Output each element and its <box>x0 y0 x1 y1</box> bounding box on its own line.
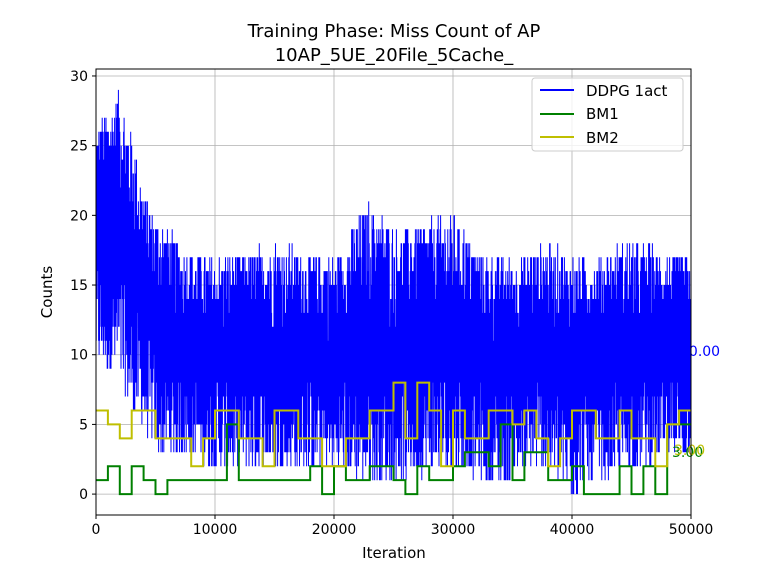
x-tick-label: 30000 <box>431 522 476 538</box>
plot-frame <box>95 68 692 516</box>
series-line-ddpg <box>95 89 692 495</box>
y-tick-label: 10 <box>70 348 88 364</box>
axis-ticks: 0 10000 20000 30000 40000 50000 0 5 10 15 20 25 30 <box>70 69 713 538</box>
y-tick-label: 20 <box>70 208 88 224</box>
final-label-bm2: 3.00 <box>674 443 705 459</box>
x-tick-label: 10000 <box>193 522 238 538</box>
x-axis-label: Iteration <box>362 544 426 562</box>
y-axis-label: Counts <box>38 266 56 319</box>
x-tick-label: 20000 <box>312 522 357 538</box>
final-label-ddpg: 10.00 <box>680 344 720 360</box>
series-bm1 <box>96 423 691 496</box>
chart-title-line1: Training Phase: Miss Count of AP <box>247 21 541 42</box>
legend: DDPG 1act BM1 BM2 <box>531 77 684 152</box>
series-ddpg-1act <box>95 89 692 495</box>
legend-label-bm2: BM2 <box>586 129 619 147</box>
x-tick-label: 50000 <box>669 522 714 538</box>
series-bm2 <box>96 381 691 468</box>
y-tick-label: 5 <box>79 417 88 433</box>
y-tick-label: 25 <box>70 139 88 155</box>
chart-title-line2: 10AP_5UE_20File_5Cache_ <box>275 45 515 66</box>
y-tick-label: 0 <box>79 487 88 503</box>
final-value-labels: 10.003.003.00 <box>672 344 720 461</box>
series-line-bm2 <box>96 381 691 468</box>
x-tick-label: 0 <box>92 522 101 538</box>
y-tick-label: 30 <box>70 69 88 85</box>
legend-label-bm1: BM1 <box>586 105 619 123</box>
final-label-bm1: 3.00 <box>672 445 703 461</box>
legend-label-ddpg: DDPG 1act <box>586 82 668 100</box>
x-tick-label: 40000 <box>550 522 595 538</box>
y-tick-label: 15 <box>70 278 88 294</box>
series-line-bm1 <box>96 423 691 496</box>
legend-box <box>531 77 684 152</box>
